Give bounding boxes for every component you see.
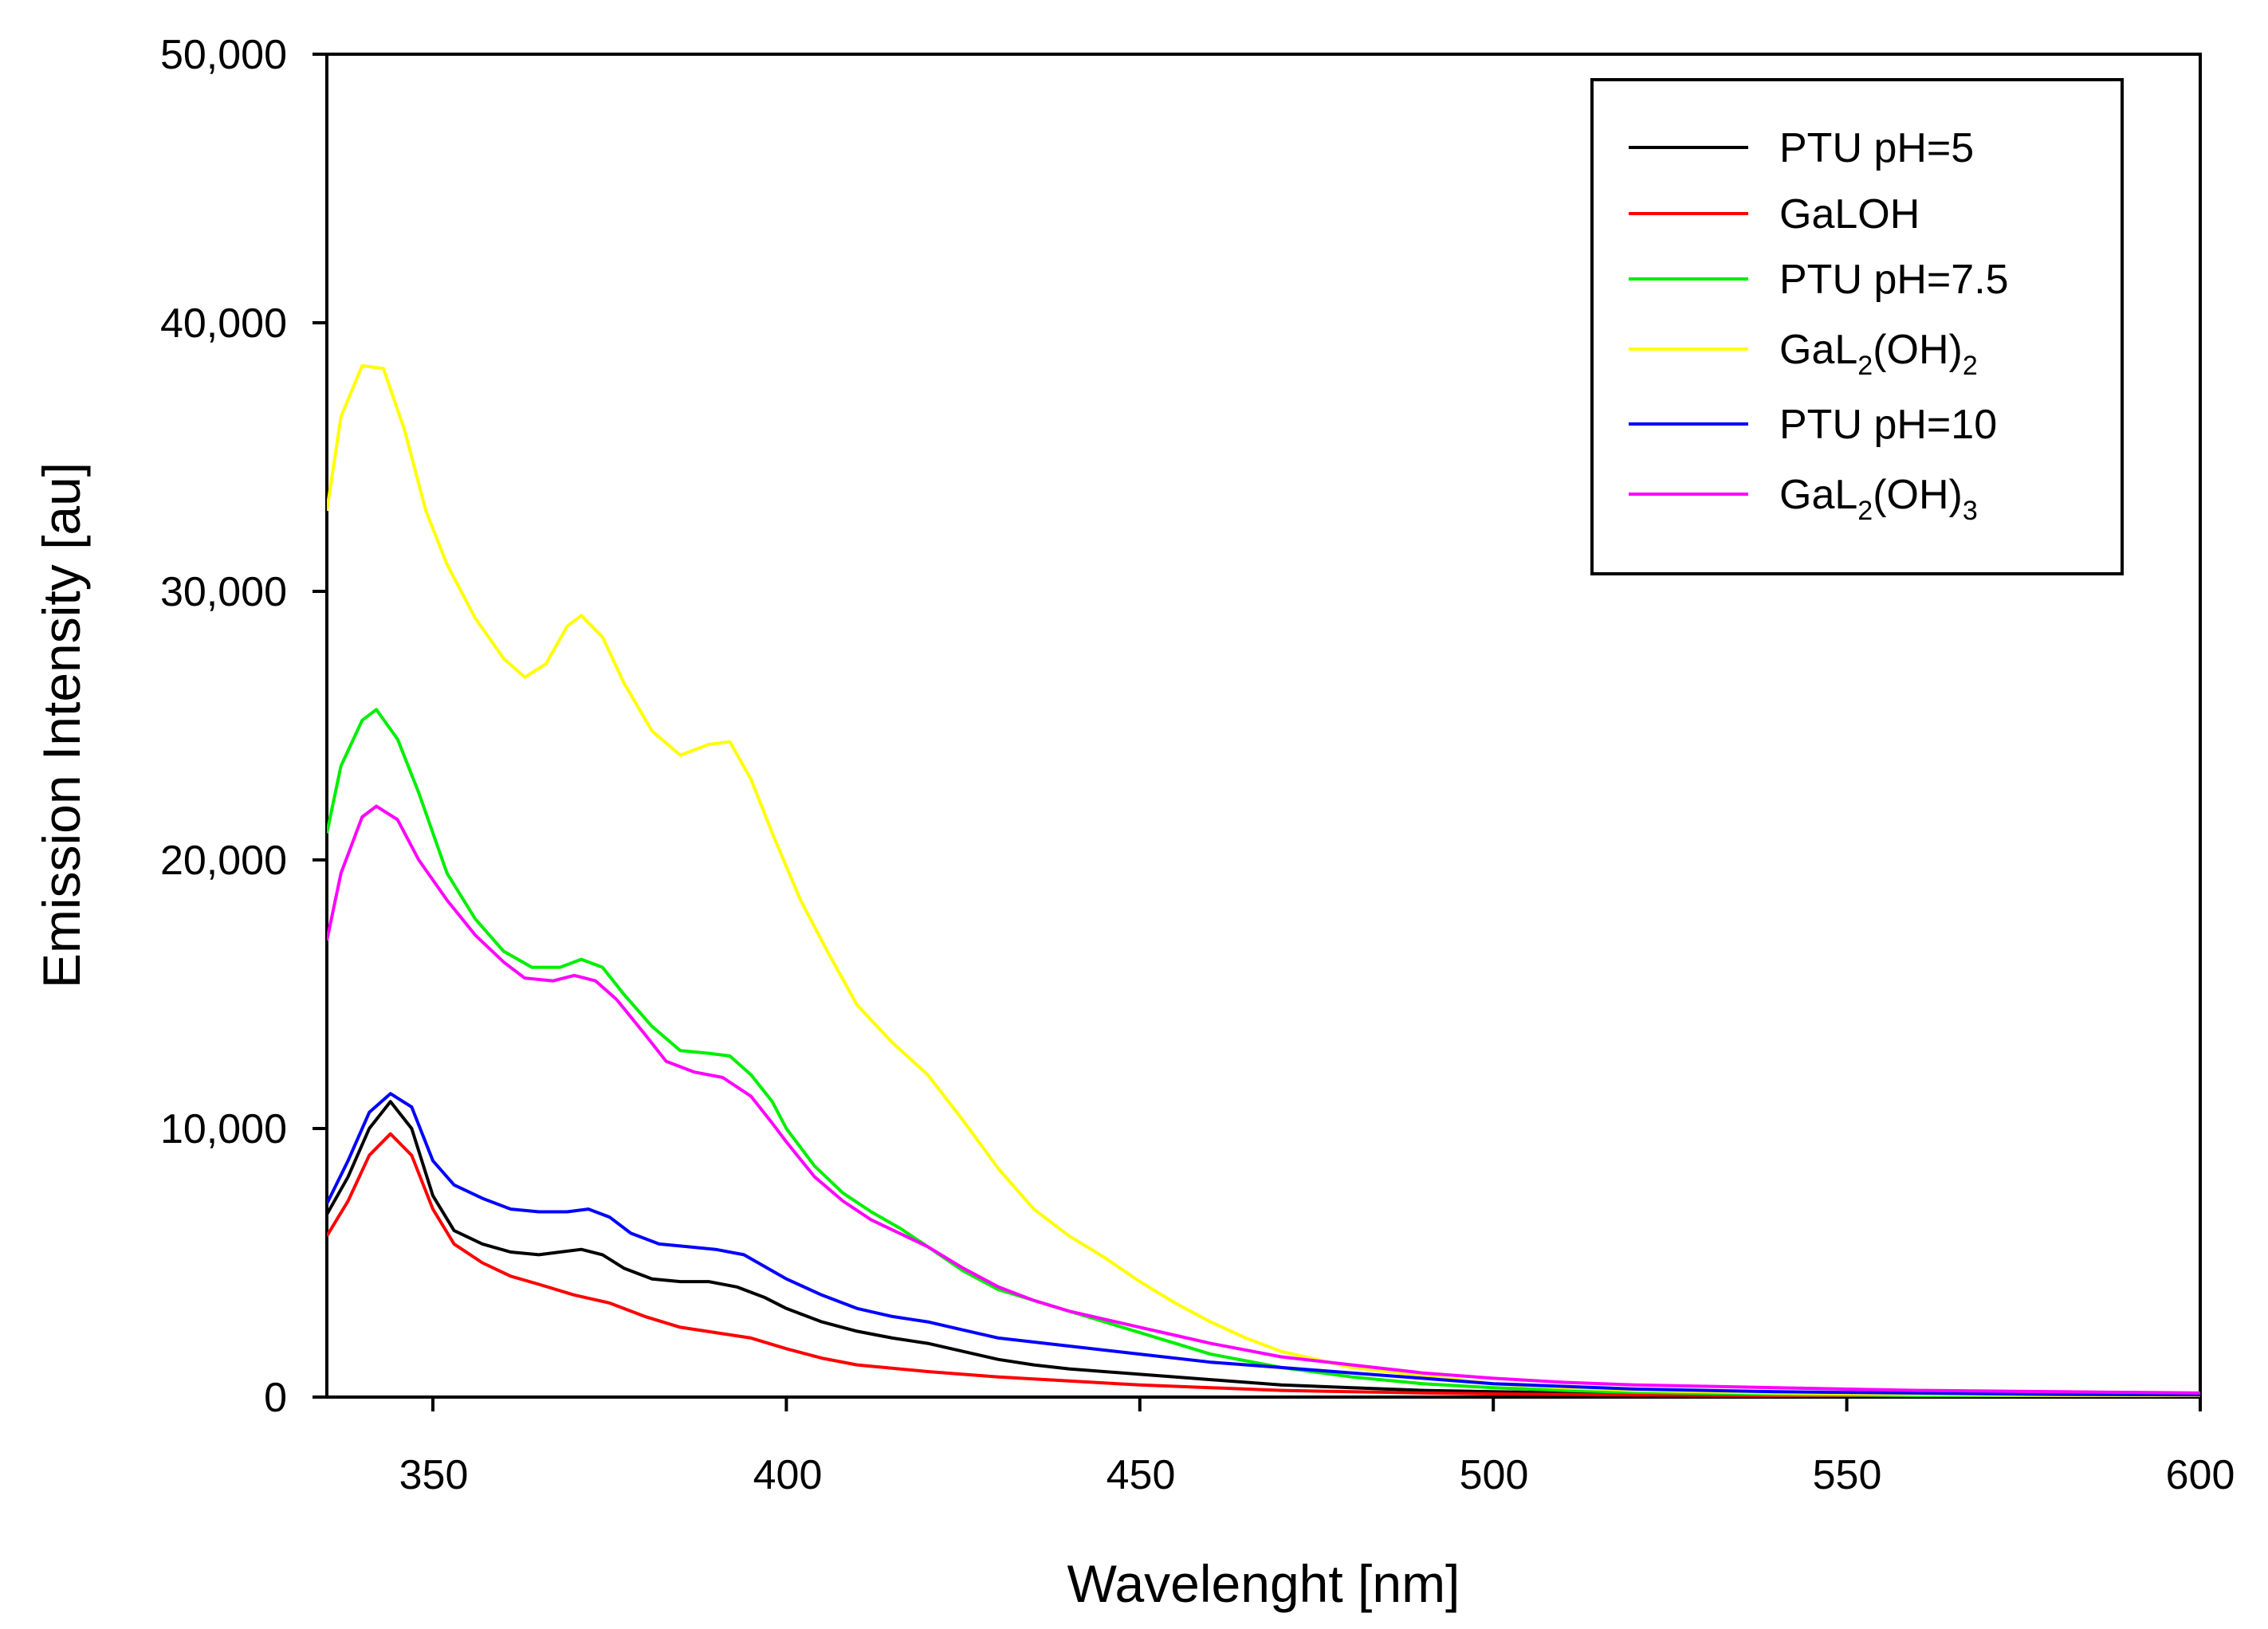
legend-label-gal2oh3: GaL2(OH)3	[1779, 472, 1978, 526]
legend-label-galoh: GaLOH	[1779, 191, 1920, 237]
series-line-galoh	[327, 1132, 2200, 1397]
y-tick-label-20000: 20,000	[160, 838, 287, 884]
y-tick-label-0: 0	[264, 1375, 287, 1421]
legend-label-ptu-ph10: PTU pH=10	[1779, 402, 1997, 448]
x-axis-title: Wavelenght [nm]	[1067, 1554, 1460, 1613]
x-tick-labels: 350 400 450 500 550 600	[399, 1452, 2235, 1498]
y-tick-label-50000: 50,000	[160, 32, 287, 78]
y-axis-ticks	[312, 53, 327, 1399]
x-tick-label-350: 350	[399, 1452, 469, 1498]
series-line-gal2-oh-3	[327, 804, 2200, 1395]
legend-label-ptu-ph5: PTU pH=5	[1779, 125, 1974, 171]
legend-label-gal2oh2: GaL2(OH)2	[1779, 327, 1978, 381]
legend-box	[1590, 78, 2124, 575]
x-tick-label-600: 600	[2166, 1452, 2235, 1498]
series-line-ptu-ph-7-5	[327, 708, 2200, 1397]
x-tick-label-500: 500	[1460, 1452, 1529, 1498]
legend-label-ptu-ph7-5: PTU pH=7.5	[1779, 257, 2009, 303]
y-axis-title: Emission Intensity [au]	[32, 462, 91, 988]
legend: PTU pH=5 GaLOH PTU pH=7.5 GaL2(OH)2 PTU …	[1590, 78, 2124, 575]
plot-area-frame	[325, 53, 2202, 1399]
x-tick-label-400: 400	[753, 1452, 823, 1498]
y-tick-label-40000: 40,000	[160, 300, 287, 347]
x-tick-label-450: 450	[1106, 1452, 1176, 1498]
x-axis-ticks	[431, 1397, 2202, 1411]
series-line-ptu-ph-10	[327, 1092, 2200, 1397]
series-line-gal2-oh-2	[327, 363, 2200, 1397]
y-tick-label-10000: 10,000	[160, 1106, 287, 1152]
series-line-ptu-ph-5	[327, 1100, 2200, 1397]
y-tick-labels: 0 10,000 20,000 30,000 40,000 50,000	[160, 32, 287, 1421]
y-tick-label-30000: 30,000	[160, 569, 287, 615]
x-tick-label-550: 550	[1813, 1452, 1882, 1498]
series-lines	[327, 363, 2200, 1397]
